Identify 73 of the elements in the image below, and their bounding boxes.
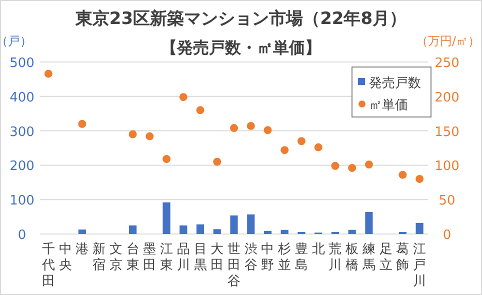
bar <box>247 214 255 234</box>
x-tick-label: 目黒 <box>194 242 207 273</box>
legend-label: ㎡単価 <box>369 98 408 113</box>
point <box>162 155 171 164</box>
x-tick-label: 江戸川 <box>413 242 426 289</box>
bar <box>196 224 204 234</box>
bar <box>128 225 137 234</box>
x-tick-label: 品川 <box>176 242 190 273</box>
bar <box>365 212 373 234</box>
point <box>398 170 407 179</box>
x-tick-label: 墨田 <box>143 242 156 273</box>
point <box>196 106 204 114</box>
x-tick-label: 板橋 <box>344 242 359 273</box>
point <box>246 122 255 130</box>
x-tick-label: 足立 <box>379 242 392 273</box>
x-tick-label: 大田 <box>210 242 224 273</box>
y-tick-label: 500 <box>10 56 34 71</box>
point <box>230 124 238 132</box>
y2-tick-label: 50 <box>438 194 456 209</box>
point <box>179 93 188 102</box>
bar <box>264 230 272 234</box>
x-tick-label: 台東 <box>126 242 140 273</box>
x-tick-label: 中野 <box>261 242 274 273</box>
point <box>146 132 154 140</box>
x-tick-label: 文京 <box>109 242 122 273</box>
x-tick-label: 北 <box>312 242 325 257</box>
x-tick-label: 豊島 <box>294 242 308 273</box>
y2-axis-title: （万円/㎡） <box>416 34 480 48</box>
y2-tick-label: 0 <box>442 228 452 243</box>
point <box>213 158 222 166</box>
point <box>78 120 86 128</box>
bar <box>162 202 170 234</box>
bar <box>348 230 356 234</box>
point <box>280 146 289 154</box>
x-tick-label: 中央 <box>58 242 72 273</box>
bar <box>78 230 86 234</box>
y-tick-label: 200 <box>10 159 34 174</box>
y2-tick-label: 100 <box>434 159 460 174</box>
x-tick-label: 新宿 <box>92 242 106 273</box>
y-tick-label: 0 <box>18 228 26 243</box>
y2-tick-label: 250 <box>434 56 460 71</box>
bar <box>230 215 238 234</box>
point <box>364 160 373 169</box>
y-tick-label: 100 <box>10 194 34 209</box>
chart-title: 東京23区新築マンション市場（22年8月） <box>74 9 407 29</box>
legend-label: 発売戸数 <box>369 76 421 91</box>
bar <box>280 230 288 234</box>
point <box>416 174 424 183</box>
x-tick-label: 世田谷 <box>228 242 240 289</box>
x-tick-label: 江東 <box>160 242 174 273</box>
point <box>297 137 306 146</box>
bar <box>416 222 424 234</box>
chart-subtitle: 【発売戸数・㎡単価】 <box>161 38 321 57</box>
y2-tick-label: 150 <box>434 124 460 140</box>
x-tick-label: 千代田 <box>40 242 55 289</box>
bar <box>213 229 221 234</box>
y-tick-label: 300 <box>10 124 34 140</box>
point <box>264 126 272 134</box>
point <box>44 70 52 78</box>
x-tick-label: 港 <box>76 242 89 257</box>
point <box>314 143 322 152</box>
y2-tick-label: 200 <box>434 90 460 106</box>
y-axis-title: （戸） <box>0 34 32 48</box>
y-tick-label: 400 <box>10 90 34 106</box>
x-tick-label: 荒川 <box>328 242 342 273</box>
bar <box>180 225 188 234</box>
point <box>348 164 356 172</box>
x-tick-label: 杉並 <box>277 242 292 273</box>
x-tick-label: 葛飾 <box>396 242 410 273</box>
point <box>331 162 340 170</box>
x-tick-label: 渋谷 <box>244 242 258 273</box>
x-tick-label: 練馬 <box>361 242 376 273</box>
point <box>128 130 137 138</box>
